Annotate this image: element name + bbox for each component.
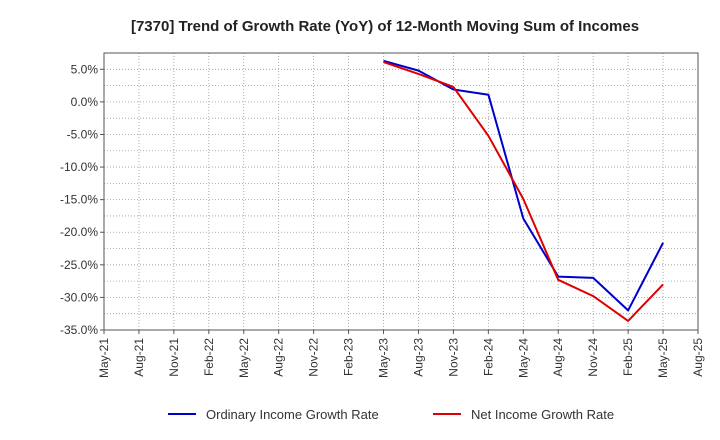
series-line-2 <box>383 61 664 322</box>
x-tick-label: Feb-23 <box>342 338 356 376</box>
x-tick-label: Aug-24 <box>551 338 565 377</box>
x-tick-label: Aug-22 <box>272 338 286 377</box>
y-tick-label: -15.0% <box>60 193 98 207</box>
x-tick-label: Nov-23 <box>446 338 460 377</box>
x-tick-label: Aug-25 <box>691 338 705 377</box>
chart-title: [7370] Trend of Growth Rate (YoY) of 12-… <box>131 18 639 35</box>
y-tick-label: -25.0% <box>60 258 98 272</box>
x-tick-label: May-23 <box>377 338 391 378</box>
x-tick-label: Aug-21 <box>132 338 146 377</box>
x-tick-label: Nov-24 <box>586 338 600 377</box>
x-tick-label: Nov-22 <box>307 338 321 377</box>
y-tick-label: -5.0% <box>67 127 99 141</box>
y-tick-label: 0.0% <box>71 95 99 109</box>
x-tick-label: Feb-22 <box>202 338 216 376</box>
series-line-1 <box>383 59 664 312</box>
y-tick-label: -10.0% <box>60 160 98 174</box>
x-tick-label: May-22 <box>237 338 251 378</box>
x-axis: May-21 Aug-21 Nov-21 Feb-22 May-22 Aug-22 Nov-… <box>97 330 705 378</box>
series-lines <box>383 59 664 322</box>
y-tick-label: 5.0% <box>71 62 99 76</box>
x-tick-label: May-21 <box>97 338 111 378</box>
x-tick-label: May-24 <box>516 338 530 378</box>
y-tick-label: -30.0% <box>60 290 98 304</box>
y-axis: 5.0% 0.0% -5.0% -10.0% -15.0% -20.0% -25.0% -30… <box>60 62 104 337</box>
legend-label-2: Net Income Growth Rate <box>471 407 614 422</box>
x-tick-label: Feb-25 <box>621 338 635 376</box>
x-tick-label: Feb-24 <box>481 338 495 376</box>
plot-frame <box>103 52 699 331</box>
y-tick-label: -20.0% <box>60 225 98 239</box>
x-tick-label: Aug-23 <box>411 338 425 377</box>
x-tick-label: May-25 <box>656 338 670 378</box>
legend: Ordinary Income Growth Rate Net Income Gr… <box>168 407 614 422</box>
x-tick-label: Nov-21 <box>167 338 181 377</box>
grid <box>103 53 699 330</box>
y-tick-label: -35.0% <box>60 323 98 337</box>
legend-label-1: Ordinary Income Growth Rate <box>206 407 379 422</box>
